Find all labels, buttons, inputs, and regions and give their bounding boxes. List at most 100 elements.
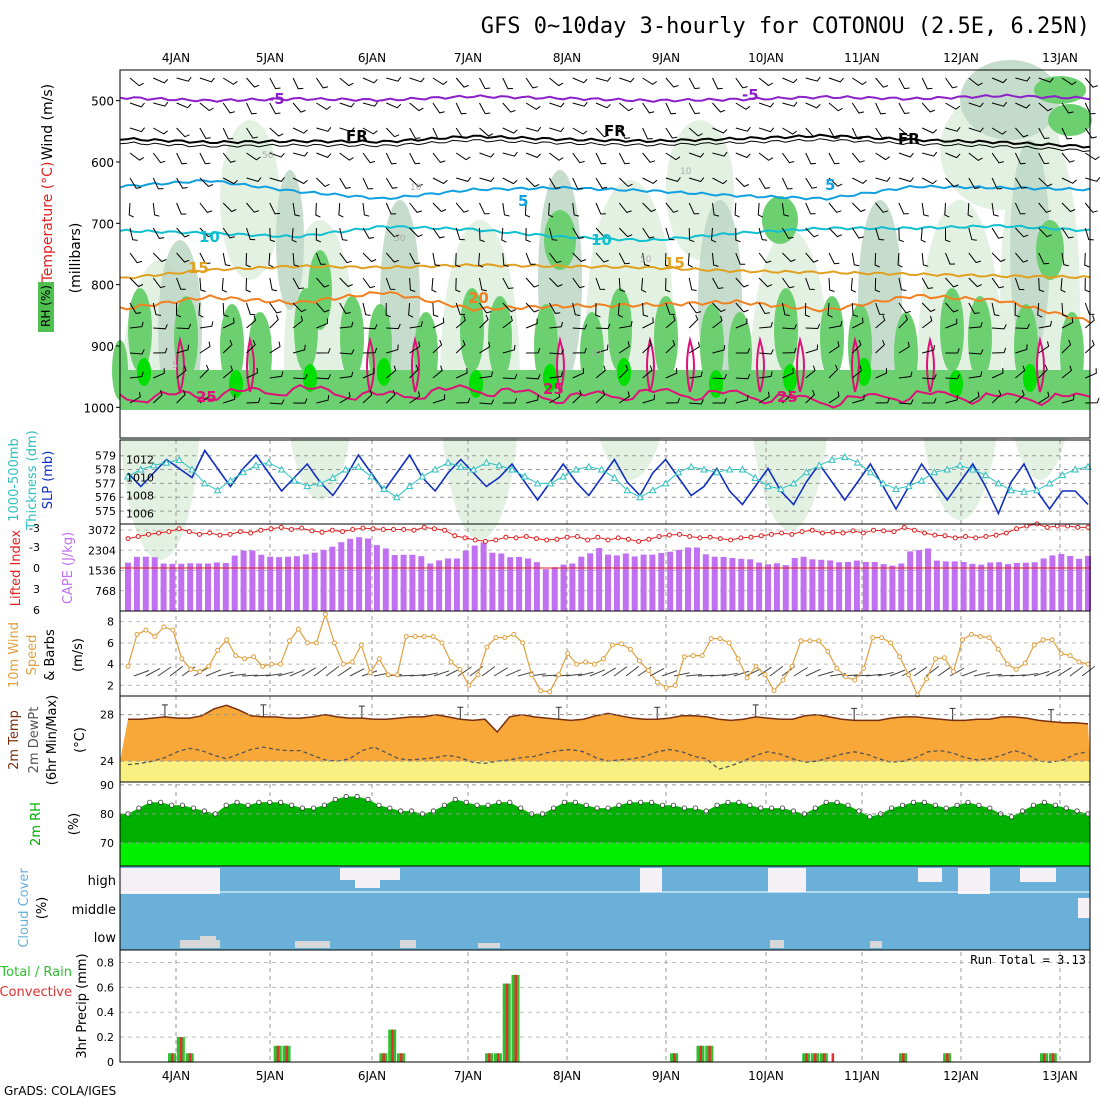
cape-bar [400,554,407,611]
cape-bar [845,562,851,611]
rh2m-point [583,802,589,808]
wind-barb [129,252,143,264]
wind-barb [991,390,1002,404]
wind-barb [945,126,961,132]
wind-barb [805,344,819,354]
wind-speed-point [206,663,212,669]
wind-barb [920,227,926,243]
cape-bar [187,563,194,611]
clear-sky-high [768,868,806,892]
contour-label: 25 [777,388,798,406]
wind-barb [339,302,351,314]
wind-barb [431,277,437,293]
cape-bar [782,565,789,611]
thickness-point [418,472,427,480]
thickness-point [751,473,760,481]
wind-barb [618,127,631,140]
wind-speed-point [439,640,445,646]
wind-barb [781,202,789,217]
wind-barb [246,397,261,404]
wind-speed-point [520,640,526,646]
wind-barb [525,318,538,329]
wind-barb [735,302,749,313]
precip-convective-label: Convective [0,985,72,1000]
clear-sky-high [355,868,380,888]
wind-barb [945,102,961,110]
cape-bar [667,551,674,611]
rh2m-point [387,805,393,811]
wind-barb-10m [565,673,582,677]
lifted-index-point [411,527,417,533]
precip-convective-bar [179,1037,183,1062]
wind-speed-point [260,663,266,669]
wind-barb [339,177,351,189]
x-tick-label-bottom: 13JAN [1042,1069,1078,1083]
wind-barb [548,177,561,189]
rh2m-point [245,802,251,808]
wind-barb [549,371,563,379]
cape-bar [329,546,336,611]
precip-convective-bar [285,1045,288,1062]
rh-moist-cell [220,304,244,388]
wind-barb [1015,227,1029,238]
wind-barb [688,202,700,215]
cape-bar [916,550,923,611]
wind-speed-point [340,661,346,667]
thickness-point [431,465,440,473]
wind-barb [572,302,581,316]
wind-barb [386,102,402,109]
wind-barb [222,127,234,140]
wind-barb [665,227,675,241]
wind-barb [1084,315,1095,329]
rh2m-point [398,808,404,814]
wind-barb [852,394,865,404]
wind-barb [595,177,608,189]
wind-barb-10m [1057,666,1072,677]
lifted-index-point [391,527,396,532]
wind-speed-point [879,635,885,641]
max-temp-whisker [358,705,365,719]
lifted-index-point [809,527,815,533]
thickness-point [712,468,721,476]
wind-barb [432,394,446,404]
wind-barb [642,365,653,379]
low-cloud-bar [200,936,216,948]
thickness-tick-label: 575 [95,505,116,518]
wind-barb-10m [241,674,259,677]
wind-barb [665,302,675,315]
wind-barb [898,341,910,354]
wind-barb [968,252,982,264]
thickness-point [405,482,414,490]
cape-bar [133,556,140,611]
wind-barb [525,277,539,288]
wind-barb-10m [937,666,952,677]
wind-barb [269,152,285,158]
thickness-tick-label: 576 [95,491,116,504]
wind-barb-10m [313,666,328,677]
contour-label: 5 [825,176,835,194]
wind-barb [665,277,671,293]
wind-barb-10m [673,672,690,677]
wind-barb [549,127,565,133]
wind-barb [642,102,655,114]
wind-barb-10m [589,669,605,677]
cape-bar [862,562,869,611]
cape-tick-label: 1536 [88,565,116,578]
wind-barb [339,349,355,355]
cape-bar [373,545,380,611]
wind-speed-point [744,675,750,681]
wind-barb [316,374,331,380]
thickness-point [392,493,401,501]
wind-barb [782,324,798,330]
wind-barb [781,227,794,239]
wind-speed-point [636,658,642,664]
wind-speed-point [493,635,499,641]
lifted-index-point [860,530,866,536]
rh2m-point [932,802,938,808]
wind-barb [991,367,1004,379]
contour-label: 70 [590,349,602,359]
rh2m-point [158,799,164,805]
wind-barb [735,228,741,243]
wind-speed-point [888,640,894,646]
rh-moist-cell [608,288,632,372]
